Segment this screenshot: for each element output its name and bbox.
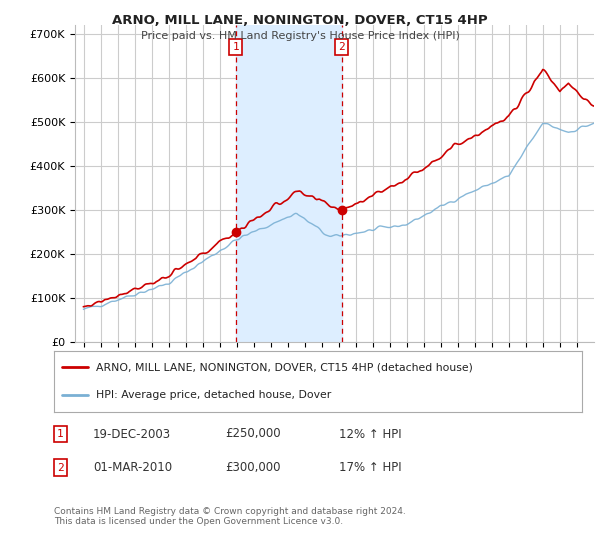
Text: 1: 1 [233,42,239,52]
Text: Price paid vs. HM Land Registry's House Price Index (HPI): Price paid vs. HM Land Registry's House … [140,31,460,41]
Text: HPI: Average price, detached house, Dover: HPI: Average price, detached house, Dove… [96,390,331,400]
Text: 1: 1 [57,429,64,439]
Text: £300,000: £300,000 [225,461,281,474]
Bar [236,25,341,342]
Text: 2: 2 [338,42,345,52]
Text: £250,000: £250,000 [225,427,281,441]
Text: 17% ↑ HPI: 17% ↑ HPI [339,461,401,474]
Text: 19-DEC-2003: 19-DEC-2003 [93,427,171,441]
Text: ARNO, MILL LANE, NONINGTON, DOVER, CT15 4HP: ARNO, MILL LANE, NONINGTON, DOVER, CT15 … [112,14,488,27]
Text: 01-MAR-2010: 01-MAR-2010 [93,461,172,474]
Text: Contains HM Land Registry data © Crown copyright and database right 2024.
This d: Contains HM Land Registry data © Crown c… [54,507,406,526]
Text: 12% ↑ HPI: 12% ↑ HPI [339,427,401,441]
Text: ARNO, MILL LANE, NONINGTON, DOVER, CT15 4HP (detached house): ARNO, MILL LANE, NONINGTON, DOVER, CT15 … [96,362,473,372]
Text: 2: 2 [57,463,64,473]
